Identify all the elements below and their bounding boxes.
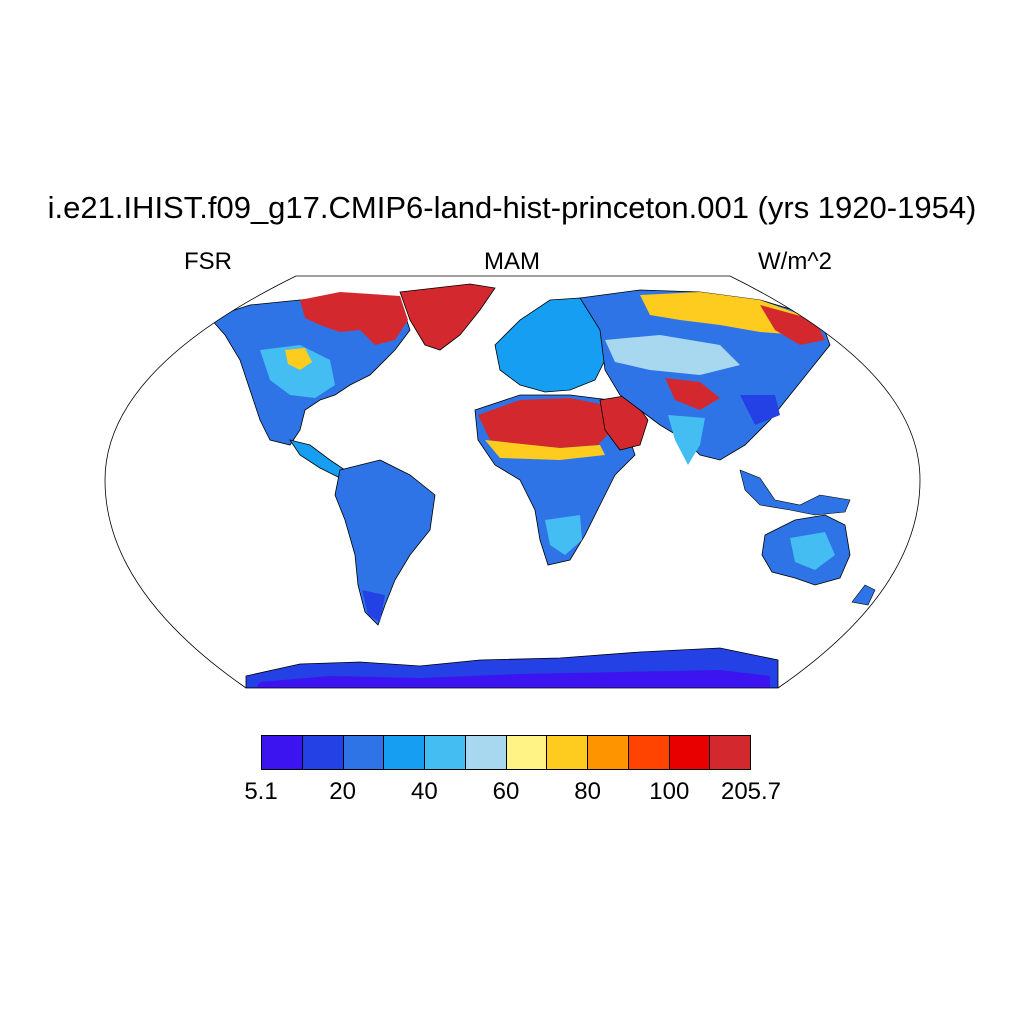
central-asia-light xyxy=(605,335,740,375)
colorbar-tick-label: 80 xyxy=(574,778,602,805)
colorbar-swatch xyxy=(465,736,507,769)
southeast-asia-islands xyxy=(739,469,851,516)
north-america-yellow xyxy=(285,348,312,370)
colorbar-tick-label: 20 xyxy=(329,778,357,805)
season-label: MAM xyxy=(484,248,540,275)
colorbar-swatch xyxy=(506,736,548,769)
colorbar-tick-label: 60 xyxy=(492,778,520,805)
australia-interior xyxy=(790,532,835,570)
globe-outline xyxy=(104,275,921,689)
colorbar-swatch xyxy=(425,736,466,769)
colorbar-swatch xyxy=(669,736,711,769)
siberia-red xyxy=(760,305,825,345)
colorbar-swatch xyxy=(262,736,303,769)
southern-africa-light xyxy=(545,515,582,555)
colorbar-swatch xyxy=(343,736,385,769)
new-zealand xyxy=(851,584,876,606)
north-america-arctic-high xyxy=(300,292,408,345)
south-america-south xyxy=(362,590,385,622)
central-america-landmass xyxy=(289,439,346,479)
colorbar-tick-label: 40 xyxy=(410,778,438,805)
tibet-high xyxy=(665,378,720,410)
east-asia-dark xyxy=(740,395,780,425)
europe-landmass xyxy=(494,297,611,393)
colorbar-swatch xyxy=(302,736,344,769)
sahara-desert xyxy=(478,398,612,448)
north-america-mid xyxy=(260,345,335,398)
greenland-landmass xyxy=(399,283,496,351)
south-america-landmass xyxy=(334,459,436,626)
colorbar-swatch xyxy=(384,736,425,769)
colorbar-swatch xyxy=(628,736,670,769)
sahel-band xyxy=(485,440,605,460)
siberia-high xyxy=(640,292,810,335)
colorbar-swatch xyxy=(710,736,750,769)
india-light xyxy=(668,415,705,465)
antarctica-interior xyxy=(256,670,770,688)
colorbar xyxy=(261,735,751,770)
colorbar-tick-label: 100 xyxy=(649,778,690,805)
units-label: W/m^2 xyxy=(758,248,832,275)
colorbar-swatch xyxy=(588,736,629,769)
figure-title: i.e21.IHIST.f09_g17.CMIP6-land-hist-prin… xyxy=(47,190,977,225)
colorbar-tick-label: 5.1 xyxy=(244,778,278,805)
colorbar-swatch xyxy=(547,736,588,769)
variable-label: FSR xyxy=(184,248,232,275)
colorbar-tick-label: 205.7 xyxy=(720,778,782,805)
